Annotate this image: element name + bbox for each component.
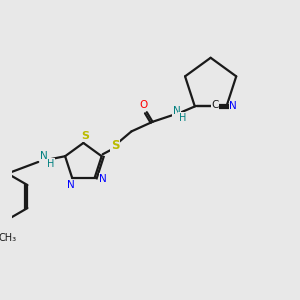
Text: CH₃: CH₃ (0, 233, 16, 243)
Text: C: C (211, 100, 219, 110)
Text: H: H (179, 113, 186, 123)
Text: N: N (99, 174, 107, 184)
Text: N: N (40, 151, 48, 161)
Text: N: N (67, 180, 75, 190)
Text: N: N (173, 106, 181, 116)
Text: S: S (81, 131, 89, 141)
Text: H: H (47, 159, 54, 169)
Text: O: O (140, 100, 148, 110)
Text: S: S (111, 139, 119, 152)
Text: N: N (230, 101, 237, 111)
